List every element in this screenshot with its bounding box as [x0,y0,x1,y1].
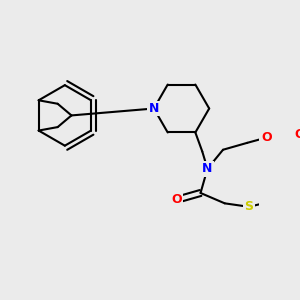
Text: O: O [294,128,300,141]
Text: N: N [149,102,159,115]
Text: O: O [261,131,272,144]
Text: O: O [171,194,182,206]
Text: S: S [244,200,253,213]
Text: N: N [202,162,213,175]
